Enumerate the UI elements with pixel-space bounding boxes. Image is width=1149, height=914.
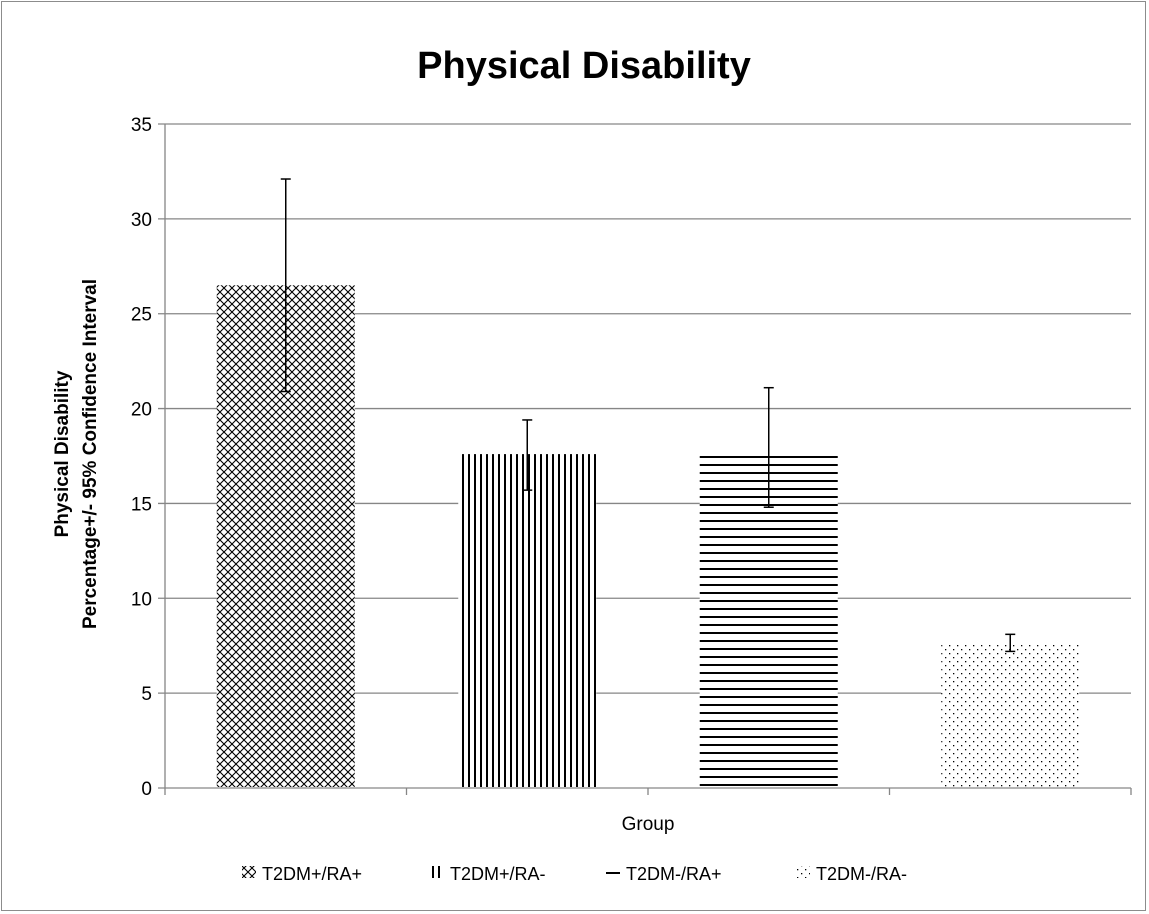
legend-label: T2DM+/RA- <box>450 864 546 884</box>
error-bar <box>1005 633 1016 653</box>
y-tick-label: 10 <box>131 589 152 610</box>
x-axis-ticks <box>164 788 1132 795</box>
legend-item: T2DM-/RA- <box>796 864 907 884</box>
y-tick-label: 30 <box>131 210 152 231</box>
legend-label: T2DM-/RA+ <box>626 864 722 884</box>
error-bars <box>280 178 1016 653</box>
y-tick-label: 35 <box>131 115 152 136</box>
legend-swatch <box>242 866 256 878</box>
bar <box>941 643 1080 787</box>
legend-item: T2DM+/RA- <box>430 864 546 884</box>
legend: T2DM+/RA+ T2DM+/RA- T2DM-/RA+ T2DM-/RA- <box>242 864 907 884</box>
bar <box>458 454 597 787</box>
y-tick-label: 0 <box>141 779 152 800</box>
y-tick-label: 15 <box>131 494 152 515</box>
y-axis-title-line2: Percentage+/- 95% Confidence Interval <box>80 279 101 629</box>
error-bar <box>763 386 774 508</box>
legend-item: T2DM+/RA+ <box>242 864 362 884</box>
error-bar <box>522 419 533 491</box>
x-axis-title: Group <box>622 814 675 835</box>
chart-title: Physical Disability <box>417 45 751 87</box>
y-tick-label: 25 <box>131 305 152 326</box>
bars <box>216 285 1080 787</box>
legend-item: T2DM-/RA+ <box>606 864 722 884</box>
legend-label: T2DM+/RA+ <box>262 864 362 884</box>
legend-swatch <box>606 866 620 878</box>
y-tick-label: 5 <box>141 684 152 705</box>
error-bar <box>280 178 291 393</box>
y-tick-labels: 0 5 10 15 20 25 30 35 <box>131 115 152 800</box>
legend-swatch <box>796 866 810 878</box>
bar <box>699 452 838 787</box>
y-axis-title-line1: Physical Disability <box>52 370 73 537</box>
legend-swatch <box>430 866 444 878</box>
legend-label: T2DM-/RA- <box>816 864 907 884</box>
y-tick-label: 20 <box>131 400 152 421</box>
